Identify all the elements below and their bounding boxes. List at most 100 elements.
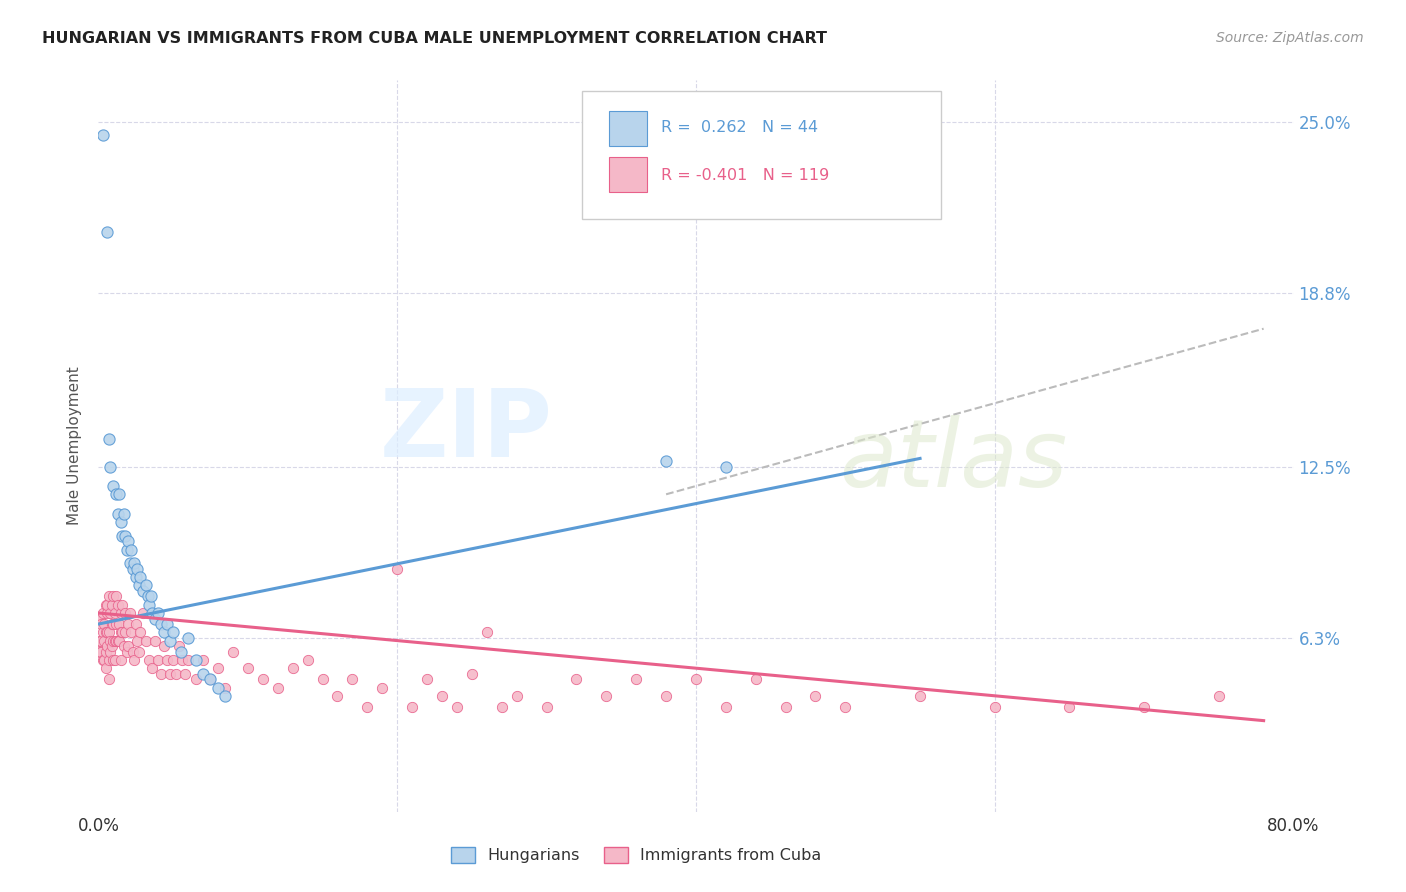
Point bbox=[97, 625, 120, 640]
Text: HUNGARIAN VS IMMIGRANTS FROM CUBA MALE UNEMPLOYMENT CORRELATION CHART: HUNGARIAN VS IMMIGRANTS FROM CUBA MALE U… bbox=[42, 31, 827, 46]
Point bbox=[93, 617, 115, 632]
Point bbox=[101, 617, 124, 632]
Point bbox=[745, 672, 768, 686]
Point bbox=[172, 653, 194, 667]
Point bbox=[177, 653, 200, 667]
Point bbox=[356, 699, 378, 714]
Point bbox=[156, 617, 179, 632]
Point bbox=[714, 459, 737, 474]
Point bbox=[107, 633, 129, 648]
Point bbox=[117, 534, 139, 549]
Point bbox=[297, 653, 319, 667]
Point bbox=[595, 689, 617, 703]
Point bbox=[108, 617, 131, 632]
Point bbox=[121, 645, 143, 659]
Point bbox=[143, 611, 166, 625]
Point bbox=[124, 557, 146, 571]
Point bbox=[143, 633, 166, 648]
Point bbox=[105, 487, 128, 501]
Point bbox=[135, 633, 157, 648]
Point bbox=[150, 617, 173, 632]
Point bbox=[834, 699, 856, 714]
Point bbox=[103, 590, 125, 604]
Point bbox=[118, 557, 141, 571]
Point bbox=[153, 639, 176, 653]
Bar bbox=[609, 111, 647, 146]
Point bbox=[326, 689, 349, 703]
Point bbox=[174, 666, 197, 681]
Point bbox=[200, 672, 222, 686]
Point bbox=[111, 529, 134, 543]
Point bbox=[214, 689, 236, 703]
Point bbox=[117, 617, 139, 632]
Point bbox=[135, 578, 157, 592]
Point bbox=[114, 529, 136, 543]
Point bbox=[103, 653, 125, 667]
Point bbox=[93, 633, 115, 648]
Point bbox=[103, 479, 125, 493]
Point bbox=[110, 625, 132, 640]
Point bbox=[127, 633, 149, 648]
Y-axis label: Male Unemployment: Male Unemployment bbox=[67, 367, 83, 525]
Point bbox=[153, 625, 176, 640]
Point bbox=[191, 666, 214, 681]
Point bbox=[97, 590, 120, 604]
Point bbox=[167, 639, 190, 653]
Point bbox=[162, 653, 184, 667]
Point bbox=[236, 661, 259, 675]
Point bbox=[114, 625, 136, 640]
Point bbox=[98, 633, 122, 648]
Point bbox=[475, 625, 498, 640]
Text: ZIP: ZIP bbox=[380, 385, 553, 477]
Point bbox=[162, 625, 184, 640]
Point bbox=[94, 598, 117, 612]
Point bbox=[1059, 699, 1081, 714]
Point bbox=[138, 653, 160, 667]
Point bbox=[214, 681, 236, 695]
Point bbox=[112, 639, 135, 653]
Point bbox=[90, 617, 112, 632]
Point bbox=[121, 562, 143, 576]
Point bbox=[115, 542, 138, 557]
Point bbox=[110, 653, 132, 667]
Point bbox=[103, 617, 125, 632]
Point bbox=[96, 606, 118, 620]
Point bbox=[91, 606, 114, 620]
Legend: Hungarians, Immigrants from Cuba: Hungarians, Immigrants from Cuba bbox=[444, 840, 828, 870]
Point bbox=[984, 699, 1007, 714]
Point bbox=[139, 590, 162, 604]
Point bbox=[91, 128, 114, 143]
Point bbox=[385, 562, 409, 576]
Point bbox=[98, 645, 122, 659]
Point bbox=[184, 653, 207, 667]
Point bbox=[97, 432, 120, 446]
Point bbox=[96, 625, 118, 640]
Point bbox=[128, 645, 150, 659]
Point bbox=[148, 653, 170, 667]
Point bbox=[105, 617, 128, 632]
Point bbox=[111, 598, 134, 612]
Point bbox=[110, 606, 132, 620]
Text: atlas: atlas bbox=[839, 415, 1067, 506]
Text: R = -0.401   N = 119: R = -0.401 N = 119 bbox=[661, 168, 830, 183]
Point bbox=[90, 633, 112, 648]
Point bbox=[89, 645, 111, 659]
Point bbox=[401, 699, 423, 714]
Point bbox=[101, 598, 124, 612]
Point bbox=[114, 606, 136, 620]
Point bbox=[342, 672, 364, 686]
Point bbox=[94, 625, 117, 640]
Point bbox=[129, 570, 152, 584]
Point bbox=[165, 666, 187, 681]
Point bbox=[655, 454, 678, 468]
Point bbox=[111, 625, 134, 640]
Point bbox=[506, 689, 529, 703]
Point bbox=[446, 699, 468, 714]
Point bbox=[124, 653, 146, 667]
Point bbox=[281, 661, 304, 675]
Point bbox=[117, 639, 139, 653]
Point bbox=[112, 507, 135, 521]
Point bbox=[125, 570, 148, 584]
Point bbox=[97, 672, 120, 686]
Point bbox=[148, 606, 170, 620]
